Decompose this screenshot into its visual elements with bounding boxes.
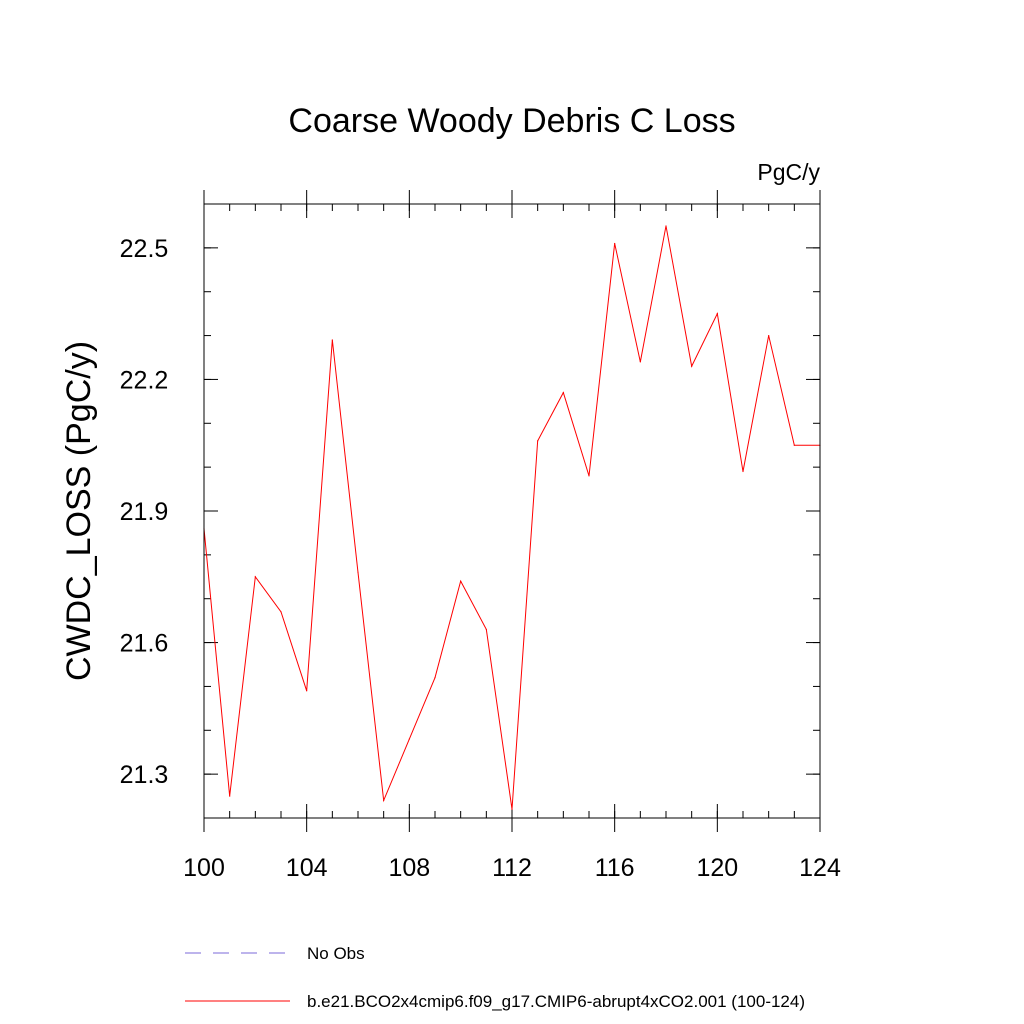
x-tick-label: 104 [286, 854, 328, 882]
data-point [665, 225, 667, 227]
units-label: PgC/y [757, 159, 820, 185]
legend: No Obs b.e21.BCO2x4cmip6.f09_g17.CMIP6-a… [185, 944, 805, 1011]
data-point [537, 440, 539, 442]
x-axis: 100 104 108 112 116 120 124 [183, 190, 841, 882]
plot-frame [203, 203, 821, 819]
data-point [306, 690, 308, 692]
data-point [460, 580, 462, 582]
data-point [588, 475, 590, 477]
data-point [408, 738, 410, 740]
x-tick-label: 116 [595, 854, 635, 882]
data-point [614, 242, 616, 245]
legend-label-model: b.e21.BCO2x4cmip6.f09_g17.CMIP6-abrupt4x… [307, 992, 805, 1011]
data-point [280, 611, 282, 613]
data-point [357, 571, 359, 574]
x-tick-label: 108 [388, 854, 430, 882]
data-point [434, 677, 436, 679]
y-tick-label: 21.3 [120, 761, 169, 789]
x-tick-label: 100 [183, 854, 225, 882]
data-point [229, 795, 231, 797]
y-tick-label: 21.9 [120, 498, 169, 526]
data-point [254, 576, 256, 578]
y-axis-label: CWDC_LOSS (PgC/y) [60, 341, 98, 681]
series-line [203, 225, 820, 810]
x-tick-label: 120 [696, 854, 738, 882]
data-point [331, 339, 333, 341]
y-axis: 21.3 21.6 21.9 22.2 22.5 [120, 203, 820, 819]
series-layer [203, 225, 821, 810]
legend-label-no-obs: No Obs [307, 944, 365, 963]
chart-title: Coarse Woody Debris C Loss [288, 102, 735, 140]
data-point [639, 361, 641, 363]
data-point [383, 799, 385, 802]
data-point [485, 628, 487, 631]
data-point [691, 365, 693, 367]
data-point [716, 313, 718, 315]
x-tick-label: 112 [492, 854, 532, 882]
data-point [511, 808, 513, 810]
data-point [562, 391, 564, 394]
y-tick-label: 22.5 [120, 235, 169, 263]
y-tick-label: 21.6 [120, 630, 169, 658]
x-tick-label: 124 [799, 854, 841, 882]
y-tick-label: 22.2 [120, 366, 169, 394]
data-point [768, 334, 770, 337]
data-point [793, 444, 795, 446]
data-point [742, 470, 744, 473]
